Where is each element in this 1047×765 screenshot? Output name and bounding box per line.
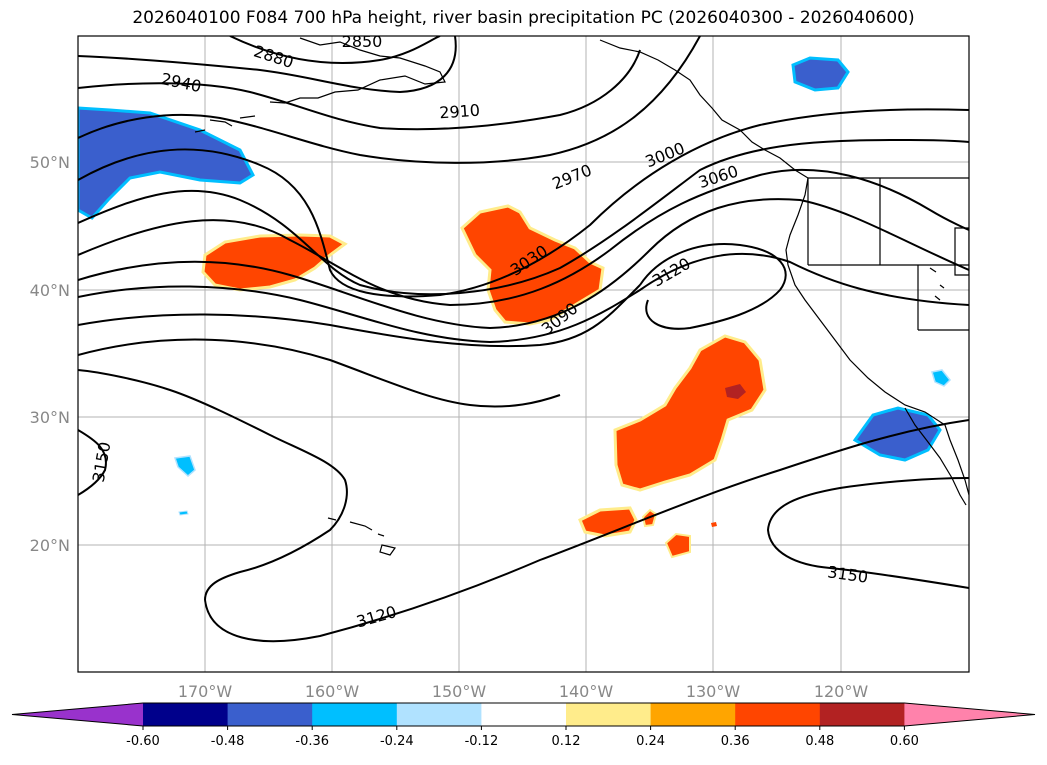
colorbar-segment [312,703,398,726]
longitude-labels: 170°W 160°W 150°W 140°W 130°W 120°W [178,682,869,701]
colorbar-tick-label: 0.48 [805,734,834,749]
colorbar: -0.60 -0.48 -0.36 -0.24 -0.12 0.12 0.24 0.36 0.4… [11,702,1036,749]
contour-2970 [78,108,969,298]
contour-3060 [78,198,969,330]
contour-2850 [229,36,441,64]
colorbar-segment [396,703,482,726]
colorbar-tick-label: -0.12 [465,734,499,749]
colorbar-segment [735,703,821,726]
west-coast [599,39,969,496]
positive-area-south-3 [664,532,691,559]
precip-positive-areas [201,204,767,559]
negative-area-speck [178,510,189,516]
colorbar-tick-label: -0.24 [380,734,414,749]
colorbar-segment [819,703,905,726]
contour-2910 [78,49,641,131]
contour-3150-east [766,477,969,589]
map-frame [77,35,970,673]
lat-label: 20°N [30,536,70,555]
contour-3030 [78,168,969,307]
colorbar-tick-label: 0.36 [721,734,750,749]
lon-label: 130°W [686,682,741,701]
map-title: 2026040100 F084 700 hPa height, river ba… [132,8,915,28]
colorbar-tick-label: -0.60 [126,734,160,749]
contour-2940 [78,36,701,164]
lat-label: 30°N [30,408,70,427]
lon-label: 150°W [432,682,487,701]
contour-3120-north [78,243,787,348]
colorbar-segment [566,703,652,726]
lon-label: 160°W [305,682,360,701]
negative-area-small-inland [931,369,952,387]
lakes [929,267,945,301]
positive-area-east-pacific [613,334,767,492]
colorbar-tick-label: -0.48 [211,734,245,749]
lon-label: 140°W [559,682,614,701]
negative-area-small-pacific [174,455,196,477]
colorbar-tick-label: -0.36 [295,734,329,749]
contour-3120-south [204,419,969,643]
hawaiian-islands [327,517,397,556]
state-borders [807,177,969,331]
positive-area-west-pacific [201,233,348,292]
latitude-labels: 50°N 40°N 30°N 20°N [30,153,70,555]
colorbar-segment [143,703,229,726]
lon-label: 170°W [178,682,233,701]
colorbar-tick-label: 0.60 [890,734,919,749]
contour-2880 [78,36,457,94]
contour-label: 2850 [342,32,383,51]
height-contours [78,36,969,643]
contour-label: 2910 [439,101,481,123]
colorbar-extend-min [12,703,143,726]
aleutian-islands [194,115,256,133]
positive-area-speck [711,522,717,527]
lon-label: 120°W [814,682,869,701]
colorbar-segment [227,703,313,726]
contour-3120-mid [78,338,561,408]
positive-area-core [725,384,746,399]
lat-label: 50°N [30,153,70,172]
contour-3150-west [78,429,107,496]
colorbar-segment [481,703,567,726]
colorbar-extend-max [904,703,1035,726]
lat-label: 40°N [30,281,70,300]
colorbar-tick-label: 0.24 [636,734,665,749]
colorbar-segment [650,703,736,726]
colorbar-tick-label: 0.12 [552,734,581,749]
contour-3000 [78,138,969,296]
gridlines [78,36,969,672]
negative-area-gulf-alaska [791,56,850,92]
baja-peninsula [904,407,967,506]
contour-3090 [78,252,969,344]
contour-3150-inner [78,369,348,601]
